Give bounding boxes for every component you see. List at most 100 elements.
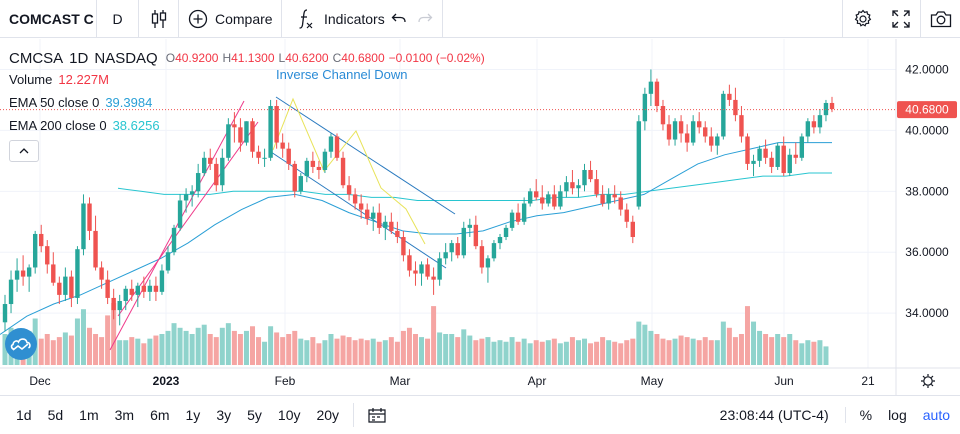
range-3m[interactable]: 3m bbox=[114, 406, 135, 423]
price-axis[interactable]: 34.0000 36.0000 38.0000 40.0000 42.0000 bbox=[905, 62, 949, 320]
auto-toggle[interactable]: auto bbox=[922, 406, 950, 423]
chart-style-button[interactable] bbox=[139, 0, 179, 38]
volume-bar bbox=[527, 343, 533, 365]
legend-ema200-row[interactable]: EMA 200 close 0 38.6256 bbox=[9, 115, 489, 135]
candle-body bbox=[733, 99, 738, 116]
candle-body bbox=[93, 230, 98, 268]
trendline-upper[interactable] bbox=[109, 100, 245, 351]
candle-body bbox=[298, 176, 303, 192]
range-6m[interactable]: 6m bbox=[150, 406, 170, 423]
symbol-search-button[interactable]: COMCAST C bbox=[0, 0, 97, 38]
candle-body bbox=[636, 121, 642, 207]
range-10y[interactable]: 10y bbox=[277, 406, 301, 423]
range-20y[interactable]: 20y bbox=[316, 406, 340, 423]
candle-body bbox=[292, 163, 297, 192]
range-1m[interactable]: 1m bbox=[79, 406, 99, 423]
pattern-zigzag[interactable] bbox=[272, 97, 426, 245]
range-1d[interactable]: 1d bbox=[16, 406, 32, 423]
range-5d[interactable]: 5d bbox=[47, 406, 64, 423]
time-tick-label: 2023 bbox=[153, 374, 180, 388]
range-3y[interactable]: 3y bbox=[216, 406, 232, 423]
ema200-line bbox=[117, 172, 832, 201]
bottom-toolbar: 1d 5d 1m 3m 6m 1y 3y 5y 10y 20y 23:08:44… bbox=[0, 395, 960, 433]
legend-ema200-label: EMA 200 close 0 bbox=[9, 117, 107, 133]
volume-bar bbox=[642, 324, 648, 365]
candle-body bbox=[684, 133, 690, 143]
volume-bar bbox=[135, 338, 141, 365]
candle-body bbox=[703, 127, 708, 137]
legend-collapse-button[interactable] bbox=[9, 140, 39, 162]
range-1y[interactable]: 1y bbox=[185, 406, 201, 423]
candle-body bbox=[69, 276, 74, 298]
goto-date-button[interactable] bbox=[354, 407, 400, 423]
volume-bar bbox=[582, 338, 588, 365]
channel-bottom-line[interactable] bbox=[270, 151, 447, 269]
volume-bar bbox=[165, 330, 171, 365]
volume-bar bbox=[50, 340, 56, 365]
volume-bar bbox=[793, 340, 799, 365]
candle-body bbox=[274, 106, 279, 143]
candle-body bbox=[751, 160, 756, 164]
candle-body bbox=[364, 209, 370, 219]
log-toggle[interactable]: log bbox=[888, 406, 907, 423]
axis-settings-button[interactable] bbox=[921, 374, 935, 388]
redo-button[interactable] bbox=[413, 0, 443, 38]
candle-body bbox=[582, 169, 587, 186]
volume-bar bbox=[648, 330, 654, 365]
time-tick-label: Dec bbox=[29, 374, 50, 388]
legend-volume-row[interactable]: Volume 12.227M bbox=[9, 69, 489, 89]
time-axis[interactable]: Dec 2023 Feb Mar Apr May Jun 21 bbox=[29, 374, 875, 388]
ema200-path bbox=[117, 172, 832, 201]
candle-body bbox=[431, 276, 436, 280]
legend-symbol[interactable]: CMCSA bbox=[9, 49, 64, 67]
legend-change: −0.0100 (−0.02%) bbox=[388, 51, 485, 65]
candle-body bbox=[407, 255, 412, 271]
price-tick-label: 36.0000 bbox=[905, 245, 949, 259]
candle-body bbox=[594, 179, 599, 195]
undo-button[interactable] bbox=[385, 0, 413, 38]
candle-body bbox=[696, 121, 702, 128]
candle-body bbox=[757, 148, 762, 161]
candle-body bbox=[383, 221, 388, 228]
volume-bar bbox=[201, 324, 207, 365]
volume-bar bbox=[618, 343, 624, 365]
ema50-path bbox=[0, 142, 832, 335]
candle-body bbox=[534, 191, 539, 198]
clock[interactable]: 23:08:44 (UTC-4) bbox=[704, 406, 846, 423]
candle-body bbox=[20, 270, 26, 277]
volume-bar bbox=[744, 306, 750, 365]
percent-toggle[interactable]: % bbox=[859, 406, 873, 423]
candle-body bbox=[389, 221, 394, 231]
volume-bar bbox=[732, 337, 738, 365]
compare-button[interactable]: Compare bbox=[179, 0, 282, 38]
candle-body bbox=[654, 81, 660, 107]
drawing-layer[interactable]: Inverse Channel Down bbox=[109, 67, 456, 351]
indicators-button[interactable]: Indicators bbox=[282, 0, 385, 38]
volume-bar bbox=[811, 341, 817, 365]
candle-body bbox=[509, 212, 515, 228]
volume-bar bbox=[805, 340, 811, 365]
candle-body bbox=[322, 151, 328, 170]
settings-button[interactable] bbox=[842, 0, 882, 38]
snapshot-button[interactable] bbox=[920, 0, 960, 38]
legend-ema50-row[interactable]: EMA 50 close 0 39.3984 bbox=[9, 92, 489, 112]
fullscreen-button[interactable] bbox=[882, 0, 920, 38]
candle-body bbox=[105, 279, 110, 298]
volume-bar bbox=[147, 338, 153, 365]
tradingview-logo[interactable] bbox=[5, 328, 37, 360]
candle-body bbox=[111, 297, 116, 311]
trendline-lower[interactable] bbox=[117, 121, 259, 317]
volume-bar bbox=[497, 340, 503, 365]
candle-body bbox=[256, 151, 261, 158]
volume-bar bbox=[394, 341, 400, 365]
volume-bar bbox=[256, 337, 262, 365]
price-tick-label: 40.0000 bbox=[905, 123, 949, 137]
range-5y[interactable]: 5y bbox=[247, 406, 262, 423]
volume-bar bbox=[515, 341, 521, 365]
volume-bar bbox=[702, 337, 708, 365]
price-chart[interactable]: Inverse Channel Down 34.0000 36.0000 38.00… bbox=[0, 0, 960, 395]
channel-top-line[interactable] bbox=[275, 96, 456, 215]
legend-close-key: C bbox=[332, 51, 342, 65]
interval-button[interactable]: D bbox=[97, 0, 139, 38]
volume-bar bbox=[177, 327, 183, 365]
